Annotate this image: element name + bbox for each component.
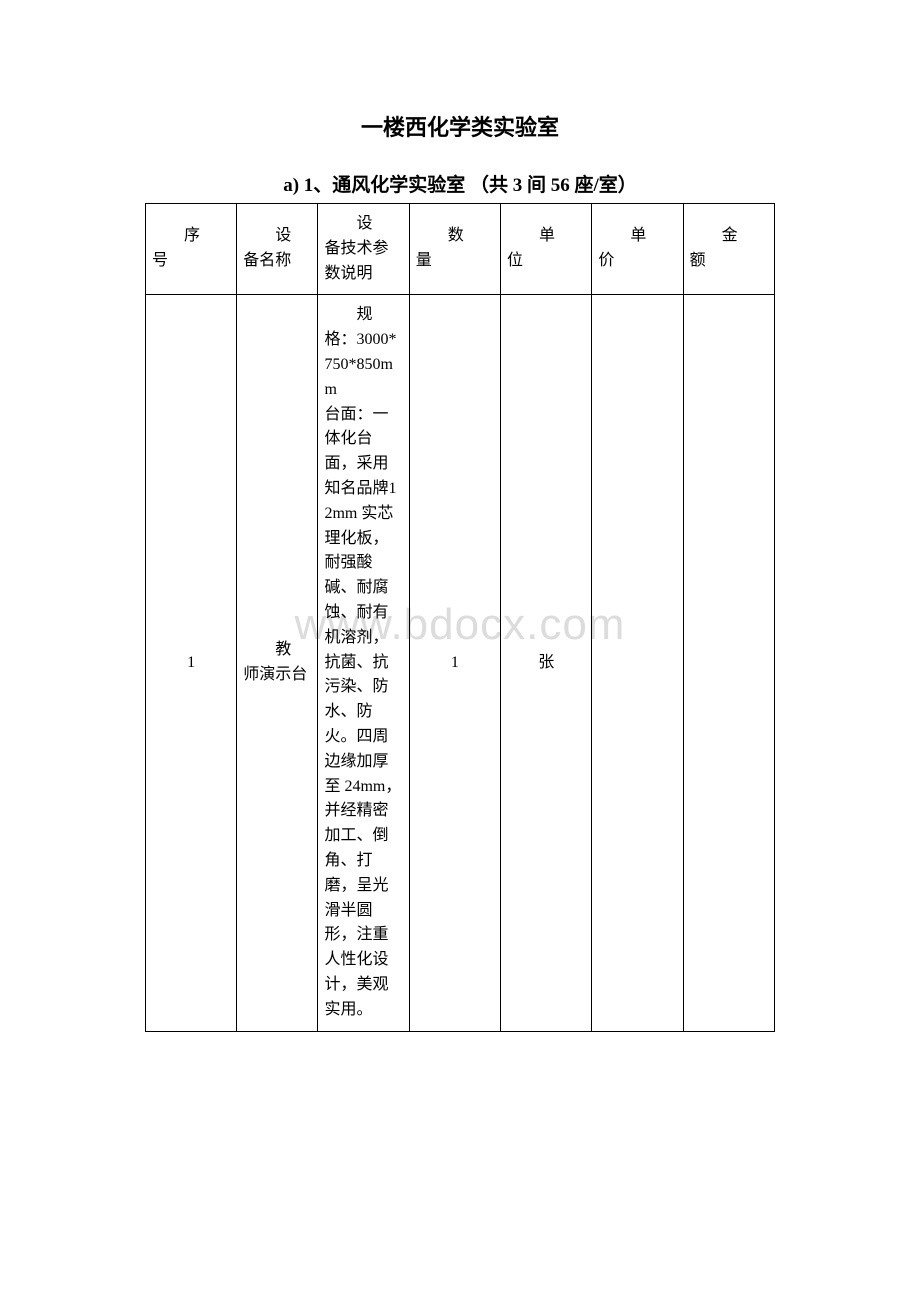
header-qty-l1: 数 xyxy=(416,224,494,249)
header-amount: 金 额 xyxy=(683,204,774,295)
cell-spec: 规 格：3000*750*850mm 台面：一体化台面，采用知名品牌12mm 实… xyxy=(318,295,409,1031)
cell-spec-rest: 格：3000*750*850mm xyxy=(324,328,402,402)
table-row: 1 教 师演示台 规 格：3000*750*850mm 台面：一体化台面，采用知… xyxy=(146,295,775,1031)
cell-price xyxy=(592,295,683,1031)
page-subtitle: a) 1、通风化学实验室 （共 3 间 56 座/室） xyxy=(100,170,820,197)
header-name-l2: 备名称 xyxy=(243,249,311,274)
cell-name-l1: 教 xyxy=(243,638,311,663)
header-qty: 数 量 xyxy=(409,204,500,295)
table-header-row: 序 号 设 备名称 设 备技术参数说明 数 量 单 位 单 价 xyxy=(146,204,775,295)
page-title: 一楼西化学类实验室 xyxy=(100,110,820,142)
document-page: 一楼西化学类实验室 a) 1、通风化学实验室 （共 3 间 56 座/室） 序 … xyxy=(0,0,920,1092)
header-amount-l1: 金 xyxy=(690,224,768,249)
header-name-l1: 设 xyxy=(243,224,311,249)
header-spec-l2: 备技术参数说明 xyxy=(324,237,402,287)
cell-name: 教 师演示台 xyxy=(237,295,318,1031)
header-price: 单 价 xyxy=(592,204,683,295)
header-spec-l1: 设 xyxy=(324,212,402,237)
header-price-l1: 单 xyxy=(598,224,676,249)
header-name: 设 备名称 xyxy=(237,204,318,295)
cell-seq: 1 xyxy=(146,295,237,1031)
cell-qty: 1 xyxy=(409,295,500,1031)
header-amount-l2: 额 xyxy=(690,249,768,274)
header-price-l2: 价 xyxy=(598,249,676,274)
header-unit-l2: 位 xyxy=(507,249,585,274)
cell-name-l2: 师演示台 xyxy=(243,663,311,688)
header-qty-l2: 量 xyxy=(416,249,494,274)
cell-amount xyxy=(683,295,774,1031)
cell-spec-l1: 规 xyxy=(324,303,402,328)
header-seq: 序 号 xyxy=(146,204,237,295)
header-unit-l1: 单 xyxy=(507,224,585,249)
header-unit: 单 位 xyxy=(501,204,592,295)
equipment-table: 序 号 设 备名称 设 备技术参数说明 数 量 单 位 单 价 xyxy=(145,203,775,1032)
header-spec: 设 备技术参数说明 xyxy=(318,204,409,295)
header-seq-l2: 号 xyxy=(152,249,230,274)
cell-unit: 张 xyxy=(501,295,592,1031)
header-seq-l1: 序 xyxy=(152,224,230,249)
cell-spec-p2: 台面：一体化台面，采用知名品牌12mm 实芯理化板，耐强酸碱、耐腐蚀、耐有机溶剂… xyxy=(324,403,402,1023)
